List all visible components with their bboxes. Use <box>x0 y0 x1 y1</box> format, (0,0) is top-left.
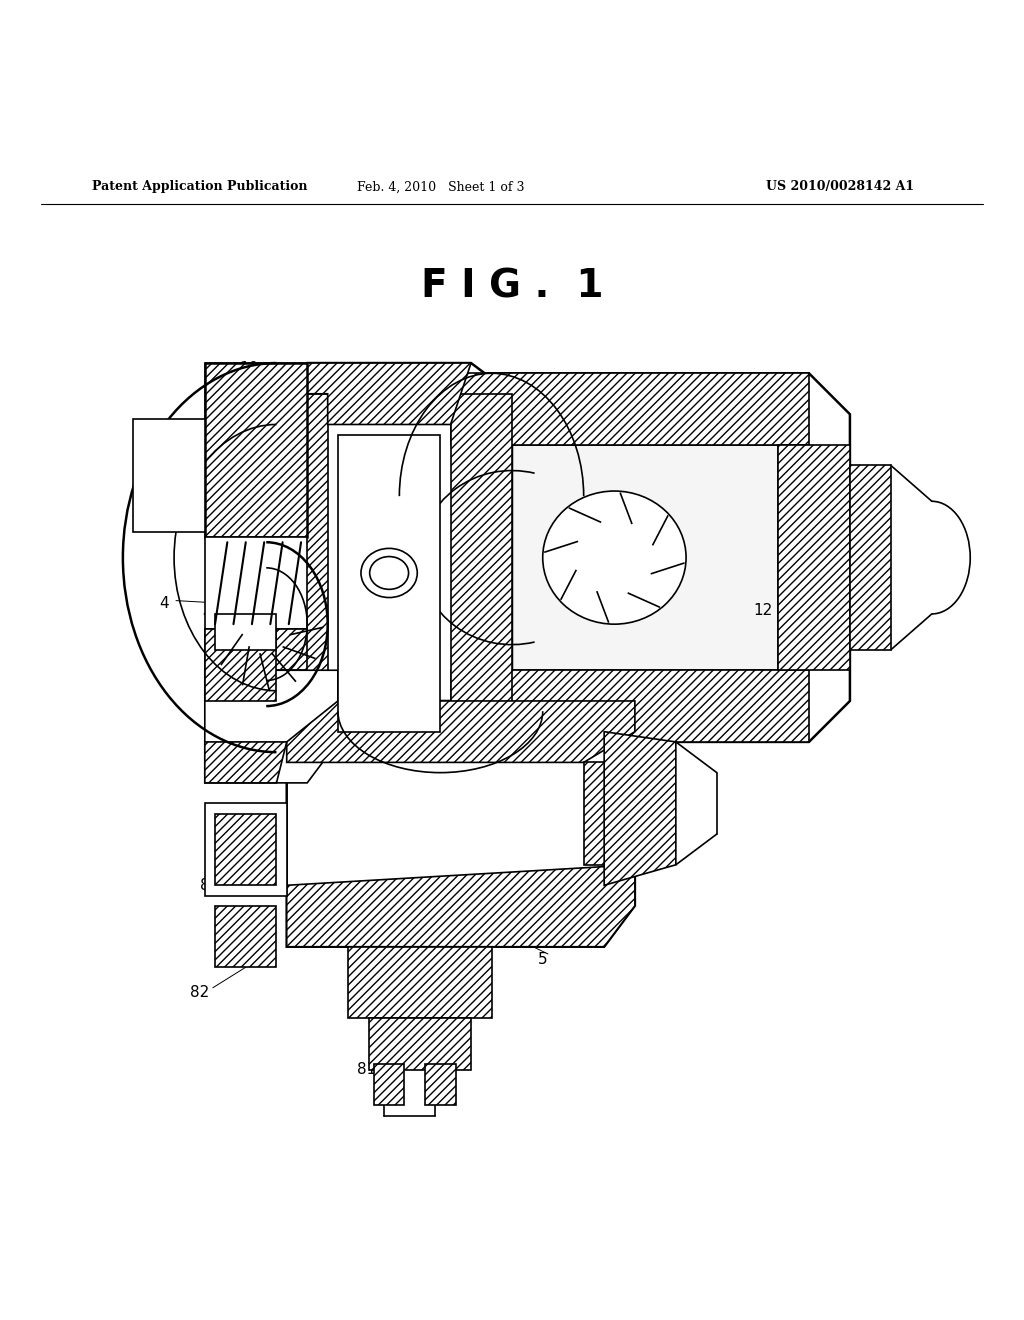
Polygon shape <box>205 742 287 783</box>
Polygon shape <box>205 630 307 671</box>
Text: 2: 2 <box>732 433 742 447</box>
Text: 81: 81 <box>357 1063 376 1077</box>
Text: 1: 1 <box>753 391 763 407</box>
Text: US 2010/0028142 A1: US 2010/0028142 A1 <box>766 181 913 194</box>
Text: 84: 84 <box>201 878 219 892</box>
Polygon shape <box>205 537 307 630</box>
Polygon shape <box>451 393 512 763</box>
Text: Feb. 4, 2010   Sheet 1 of 3: Feb. 4, 2010 Sheet 1 of 3 <box>356 181 524 194</box>
Text: 10: 10 <box>240 360 258 376</box>
Polygon shape <box>276 363 471 425</box>
Text: 3: 3 <box>481 387 492 401</box>
Bar <box>425 1064 456 1105</box>
Text: 5: 5 <box>538 952 548 966</box>
Polygon shape <box>512 445 778 671</box>
Text: 8: 8 <box>205 747 215 762</box>
Polygon shape <box>287 865 635 946</box>
Bar <box>215 906 276 968</box>
Bar <box>374 1064 404 1105</box>
Polygon shape <box>205 804 287 895</box>
Polygon shape <box>287 701 635 763</box>
Polygon shape <box>215 614 276 649</box>
Polygon shape <box>451 374 850 742</box>
Polygon shape <box>850 466 891 649</box>
Polygon shape <box>287 701 635 946</box>
Polygon shape <box>369 1019 471 1069</box>
Text: F I G .  1: F I G . 1 <box>421 267 603 305</box>
Polygon shape <box>584 763 635 865</box>
Polygon shape <box>276 393 328 763</box>
Polygon shape <box>215 813 276 886</box>
Bar <box>133 420 205 532</box>
Text: 9: 9 <box>345 371 355 385</box>
Text: 6: 6 <box>210 832 220 846</box>
Polygon shape <box>276 363 512 804</box>
Polygon shape <box>205 630 276 701</box>
Text: 11: 11 <box>390 363 409 378</box>
Polygon shape <box>451 671 809 742</box>
Text: Patent Application Publication: Patent Application Publication <box>92 181 307 194</box>
Polygon shape <box>778 445 850 671</box>
Polygon shape <box>451 374 809 445</box>
Ellipse shape <box>543 491 686 624</box>
Polygon shape <box>604 731 676 886</box>
Text: 12: 12 <box>754 603 772 618</box>
Text: 4: 4 <box>159 597 169 611</box>
Polygon shape <box>348 946 492 1019</box>
Text: 7: 7 <box>415 972 425 987</box>
Text: 82: 82 <box>190 985 209 1001</box>
Polygon shape <box>205 363 307 537</box>
Polygon shape <box>205 671 338 783</box>
Bar <box>338 434 440 731</box>
Polygon shape <box>205 363 307 537</box>
